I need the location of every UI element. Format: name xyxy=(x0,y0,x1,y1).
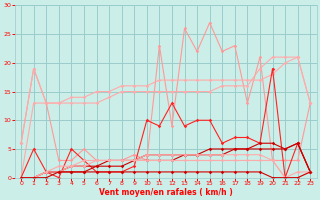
X-axis label: Vent moyen/en rafales ( km/h ): Vent moyen/en rafales ( km/h ) xyxy=(99,188,233,197)
